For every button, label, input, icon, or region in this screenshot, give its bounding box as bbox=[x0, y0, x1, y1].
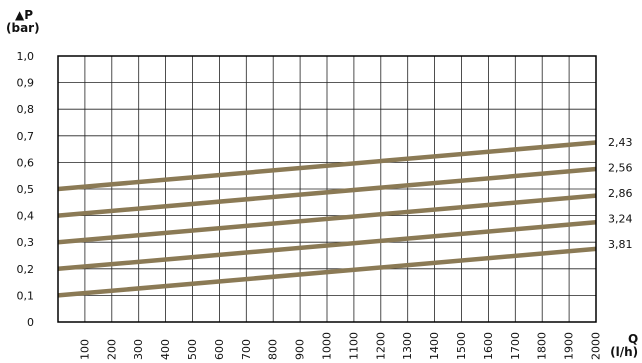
x-tick-label: 700 bbox=[240, 339, 253, 360]
series-line bbox=[57, 140, 597, 192]
series-label: 3,24 bbox=[608, 213, 633, 226]
x-tick-label: 300 bbox=[132, 339, 145, 360]
x-tick-label: 1900 bbox=[563, 332, 576, 360]
x-tick-label: 800 bbox=[267, 339, 280, 360]
x-axis-label: Q (l/h) bbox=[610, 333, 638, 359]
x-tick-label: 1400 bbox=[428, 332, 441, 360]
y-tick-label: 0,5 bbox=[17, 183, 35, 196]
series-labels: 2,43 2,56 2,86 3,24 3,81 bbox=[608, 136, 633, 251]
x-tick-label: 600 bbox=[213, 339, 226, 360]
y-tick-label: 0,3 bbox=[17, 236, 35, 249]
series-line bbox=[57, 166, 597, 218]
series-label: 2,56 bbox=[608, 162, 633, 175]
y-axis-unit: (bar) bbox=[6, 21, 40, 35]
series-line bbox=[57, 193, 597, 245]
y-tick-label: 0,8 bbox=[17, 103, 35, 116]
x-tick-label: 1100 bbox=[347, 332, 360, 360]
x-tick-label: 100 bbox=[78, 339, 91, 360]
x-tick-label: 1000 bbox=[321, 332, 334, 360]
x-tick-label: 2000 bbox=[590, 332, 603, 360]
y-tick-label: 0,7 bbox=[17, 130, 35, 143]
x-axis-unit: (l/h) bbox=[610, 345, 639, 359]
series-line bbox=[57, 220, 597, 272]
x-tick-label: 200 bbox=[105, 339, 118, 360]
plot-frame bbox=[57, 55, 597, 323]
x-tick-labels: 100 200 300 400 500 600 700 800 900 1000 1100 1200 1… bbox=[78, 332, 602, 360]
x-tick-label: 900 bbox=[294, 339, 307, 360]
x-tick-label: 1500 bbox=[455, 332, 468, 360]
x-tick-label: 1700 bbox=[509, 332, 522, 360]
y-axis-title: ▲P bbox=[15, 8, 34, 22]
series-lines bbox=[57, 140, 597, 298]
x-tick-label: 400 bbox=[159, 339, 172, 360]
x-tick-label: 500 bbox=[186, 339, 199, 360]
grid bbox=[58, 56, 596, 322]
x-tick-label: 1300 bbox=[401, 332, 414, 360]
y-tick-label: 0,2 bbox=[17, 263, 35, 276]
y-tick-label: 0,9 bbox=[17, 77, 35, 90]
y-tick-label: 1,0 bbox=[17, 50, 35, 63]
y-tick-label: 0,1 bbox=[17, 289, 35, 302]
x-tick-label: 1600 bbox=[482, 332, 495, 360]
y-axis-label: ▲P (bar) bbox=[6, 8, 40, 35]
y-tick-label: 0,4 bbox=[17, 210, 35, 223]
y-tick-labels: 0 0,1 0,2 0,3 0,4 0,5 0,6 0,7 0,8 0,9 1,0 bbox=[17, 50, 35, 329]
series-label: 2,86 bbox=[608, 187, 633, 200]
y-tick-label: 0,6 bbox=[17, 156, 35, 169]
x-axis-title: Q bbox=[628, 332, 639, 346]
x-tick-label: 1200 bbox=[374, 332, 387, 360]
y-tick-label: 0 bbox=[27, 316, 34, 329]
x-tick-label: 1800 bbox=[536, 332, 549, 360]
series-label: 2,43 bbox=[608, 136, 633, 149]
series-label: 3,81 bbox=[608, 238, 633, 251]
series-line bbox=[57, 246, 597, 298]
